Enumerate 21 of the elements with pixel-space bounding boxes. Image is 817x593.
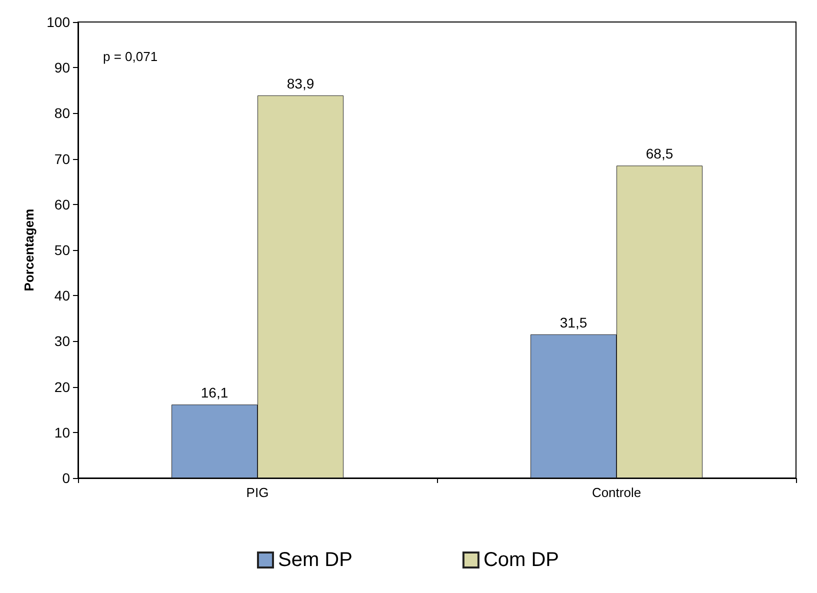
x-tick-label: PIG (246, 485, 269, 500)
data-label: 31,5 (560, 314, 588, 330)
y-tick-label: 30 (54, 333, 70, 350)
y-tick-label: 70 (54, 150, 70, 167)
x-tick-label: Controle (592, 485, 642, 500)
y-tick-label: 40 (54, 288, 70, 304)
data-label: 68,5 (646, 146, 674, 162)
y-tick-label: 0 (62, 470, 70, 486)
legend-label: Sem DP (278, 549, 352, 571)
data-label: 16,1 (200, 384, 228, 401)
legend-label: Com DP (483, 549, 560, 571)
y-tick-label: 20 (54, 378, 70, 395)
y-tick-label: 50 (54, 242, 70, 258)
data-label: 83,9 (286, 75, 314, 92)
y-tick-label: 90 (54, 60, 70, 76)
annotation: p = 0,071 (103, 49, 158, 64)
y-tick-label: 60 (54, 196, 70, 212)
y-tick-label: 10 (54, 424, 70, 440)
y-tick-label: 100 (46, 14, 70, 30)
y-tick-label: 80 (54, 105, 70, 122)
y-axis-title: Porcentagem (22, 208, 37, 292)
